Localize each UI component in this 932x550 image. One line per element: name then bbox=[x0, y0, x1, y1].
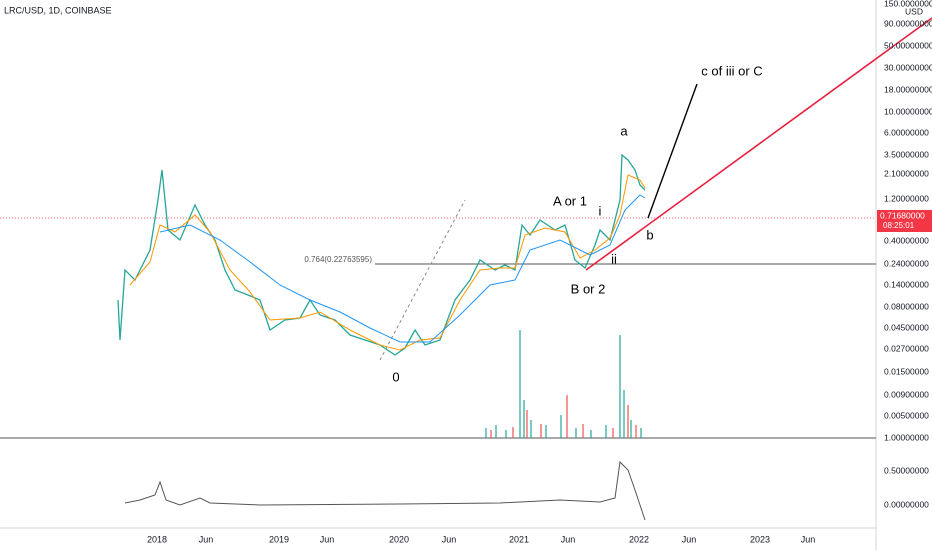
annotation: 0 bbox=[392, 369, 399, 384]
dashed-trend bbox=[379, 199, 466, 361]
current-price: 0.71680000 bbox=[880, 210, 925, 220]
ma-fast bbox=[129, 174, 646, 351]
price-axis-label: 50.00000000 bbox=[884, 40, 932, 50]
price-axis-label: 0.02700000 bbox=[884, 343, 929, 353]
price-axis-label: 10.00000000 bbox=[884, 106, 932, 116]
fib-label: 0.764(0.22763595) bbox=[304, 255, 372, 264]
annotation: c of iii or C bbox=[701, 63, 762, 78]
price-axis-label: 1.20000000 bbox=[884, 193, 929, 203]
symbol-title: LRC/USD, 1D, COINBASE bbox=[4, 5, 112, 15]
price-axis-label: 2.10000000 bbox=[884, 168, 929, 178]
price-axis-label: 0.14000000 bbox=[884, 279, 929, 289]
annotation: b bbox=[646, 227, 653, 242]
current-price-box bbox=[877, 210, 932, 232]
annotation: a bbox=[620, 123, 628, 138]
indicator-line bbox=[124, 460, 646, 521]
wave-arrow bbox=[647, 83, 698, 219]
time-axis-label: 2019 bbox=[269, 534, 289, 544]
price-axis-label: 90.00000000 bbox=[884, 18, 932, 28]
price-axis-label: 6.00000000 bbox=[884, 127, 929, 137]
price-axis-label: 1.00000000 bbox=[884, 432, 929, 442]
annotation: i bbox=[599, 203, 602, 218]
price-series bbox=[117, 153, 646, 356]
volume-bars bbox=[485, 330, 642, 438]
price-axis-label: 0.08000000 bbox=[884, 301, 929, 311]
red-trend bbox=[585, 17, 932, 271]
time-axis-label: Jun bbox=[442, 534, 457, 544]
time-axis-label: 2023 bbox=[750, 534, 770, 544]
price-axis-label: 0.01500000 bbox=[884, 366, 929, 376]
price-axis-label: 0.04500000 bbox=[884, 322, 929, 332]
price-axis-label: 0.00500000 bbox=[884, 410, 929, 420]
annotation: A or 1 bbox=[553, 193, 587, 208]
annotation: ii bbox=[611, 251, 617, 266]
time-axis-label: 2021 bbox=[509, 534, 529, 544]
price-axis-label: 30.00000000 bbox=[884, 62, 932, 72]
price-axis-label: 0.24000000 bbox=[884, 258, 929, 268]
volume-bars-red bbox=[490, 395, 637, 438]
price-axis-label: 0.40000000 bbox=[884, 235, 929, 245]
time-axis-label: Jun bbox=[561, 534, 576, 544]
time-axis-label: Jun bbox=[682, 534, 697, 544]
time-axis-label: Jun bbox=[199, 534, 214, 544]
price-unit: USD bbox=[905, 6, 923, 16]
ma-slow bbox=[159, 194, 646, 343]
time-axis-label: 2020 bbox=[389, 534, 409, 544]
indicator-axis-label: 0.00000000 bbox=[884, 499, 929, 509]
price-axis-label: 3.50000000 bbox=[884, 149, 929, 159]
time-axis-label: Jun bbox=[320, 534, 335, 544]
time-axis-label: 2022 bbox=[629, 534, 649, 544]
indicator-axis-label: 0.50000000 bbox=[884, 465, 929, 475]
time-axis-label: 2018 bbox=[147, 534, 167, 544]
time-axis-label: Jun bbox=[801, 534, 816, 544]
price-axis-label: 150.00000000 bbox=[884, 0, 932, 8]
price-axis-label: 0.00900000 bbox=[884, 389, 929, 399]
annotation: B or 2 bbox=[571, 281, 606, 296]
countdown: 08:25:01 bbox=[883, 221, 915, 230]
price-axis-label: 18.00000000 bbox=[884, 84, 932, 94]
